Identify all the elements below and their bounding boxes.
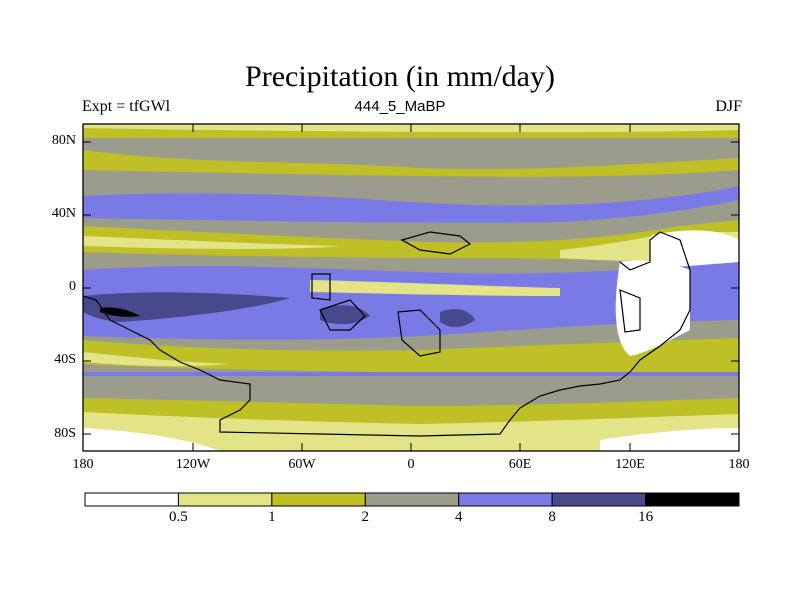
- colorbar-swatch: [177, 492, 273, 507]
- contour-band-0-0.5: [615, 260, 690, 356]
- contour-band-0.5-1: [310, 280, 560, 296]
- contour-band-0.5-1: [83, 412, 739, 451]
- lon-tick-label: 120E: [615, 457, 645, 472]
- lat-ticks: [83, 141, 739, 435]
- lon-tick-label: 60W: [288, 457, 316, 472]
- contour-band-0.5-1: [83, 236, 340, 249]
- colorbar-level-label: 16: [638, 509, 654, 525]
- contour-band-1-2: [83, 338, 739, 373]
- contour-band-8-16: [440, 309, 475, 327]
- lat-tick-label: 80N: [51, 133, 76, 148]
- lat-tick-label: 80S: [54, 426, 76, 441]
- colorbar-level-label: 8: [548, 509, 556, 525]
- lon-tick-label: 180: [72, 457, 94, 472]
- contour-band-16-plus: [100, 307, 140, 317]
- contour-band-4-8: [83, 262, 739, 340]
- colorbar-level-label: 2: [361, 509, 370, 525]
- contour-band-0-0.5: [83, 428, 220, 451]
- lon-tick-label: 0: [407, 457, 415, 472]
- contour-fill-layer: [83, 124, 739, 451]
- contour-band-4-8: [83, 372, 739, 376]
- contour-band-0-0.5: [650, 230, 739, 271]
- contour-band-0-0.5: [600, 428, 739, 451]
- experiment-label: Expt = tfGWl: [82, 98, 171, 115]
- period-label: 444_5_MaBP: [354, 98, 446, 115]
- colorbar-swatch: [364, 492, 460, 507]
- colorbar-swatch: [551, 492, 647, 507]
- season-label: DJF: [715, 98, 742, 115]
- colorbar-swatch: [645, 492, 740, 507]
- continent-outlines: [83, 231, 691, 437]
- lat-tick-label: 0: [69, 279, 76, 294]
- lon-tick-label: 180: [728, 457, 750, 472]
- lon-tick-label: 60E: [508, 457, 532, 472]
- contour-band-1-2: [83, 150, 739, 177]
- colorbar-swatch: [84, 492, 179, 507]
- colorbar-swatch: [271, 492, 366, 507]
- colorbar: [84, 492, 740, 507]
- contour-band-0.5-1: [83, 352, 230, 367]
- colorbar-level-label: 0.5: [169, 509, 188, 525]
- colorbar-level-label: 4: [454, 509, 463, 525]
- colorbar-swatch: [458, 492, 553, 507]
- contour-band-4-8: [83, 186, 739, 223]
- contour-band-8-16: [320, 305, 370, 325]
- map-title: Precipitation (in mm/day): [245, 60, 555, 93]
- colorbar-level-label: 1: [268, 509, 276, 525]
- lat-tick-label: 40N: [51, 206, 76, 221]
- lon-ticks: [192, 124, 631, 451]
- lat-tick-label: 40S: [54, 352, 76, 367]
- lon-tick-label: 120W: [175, 457, 211, 472]
